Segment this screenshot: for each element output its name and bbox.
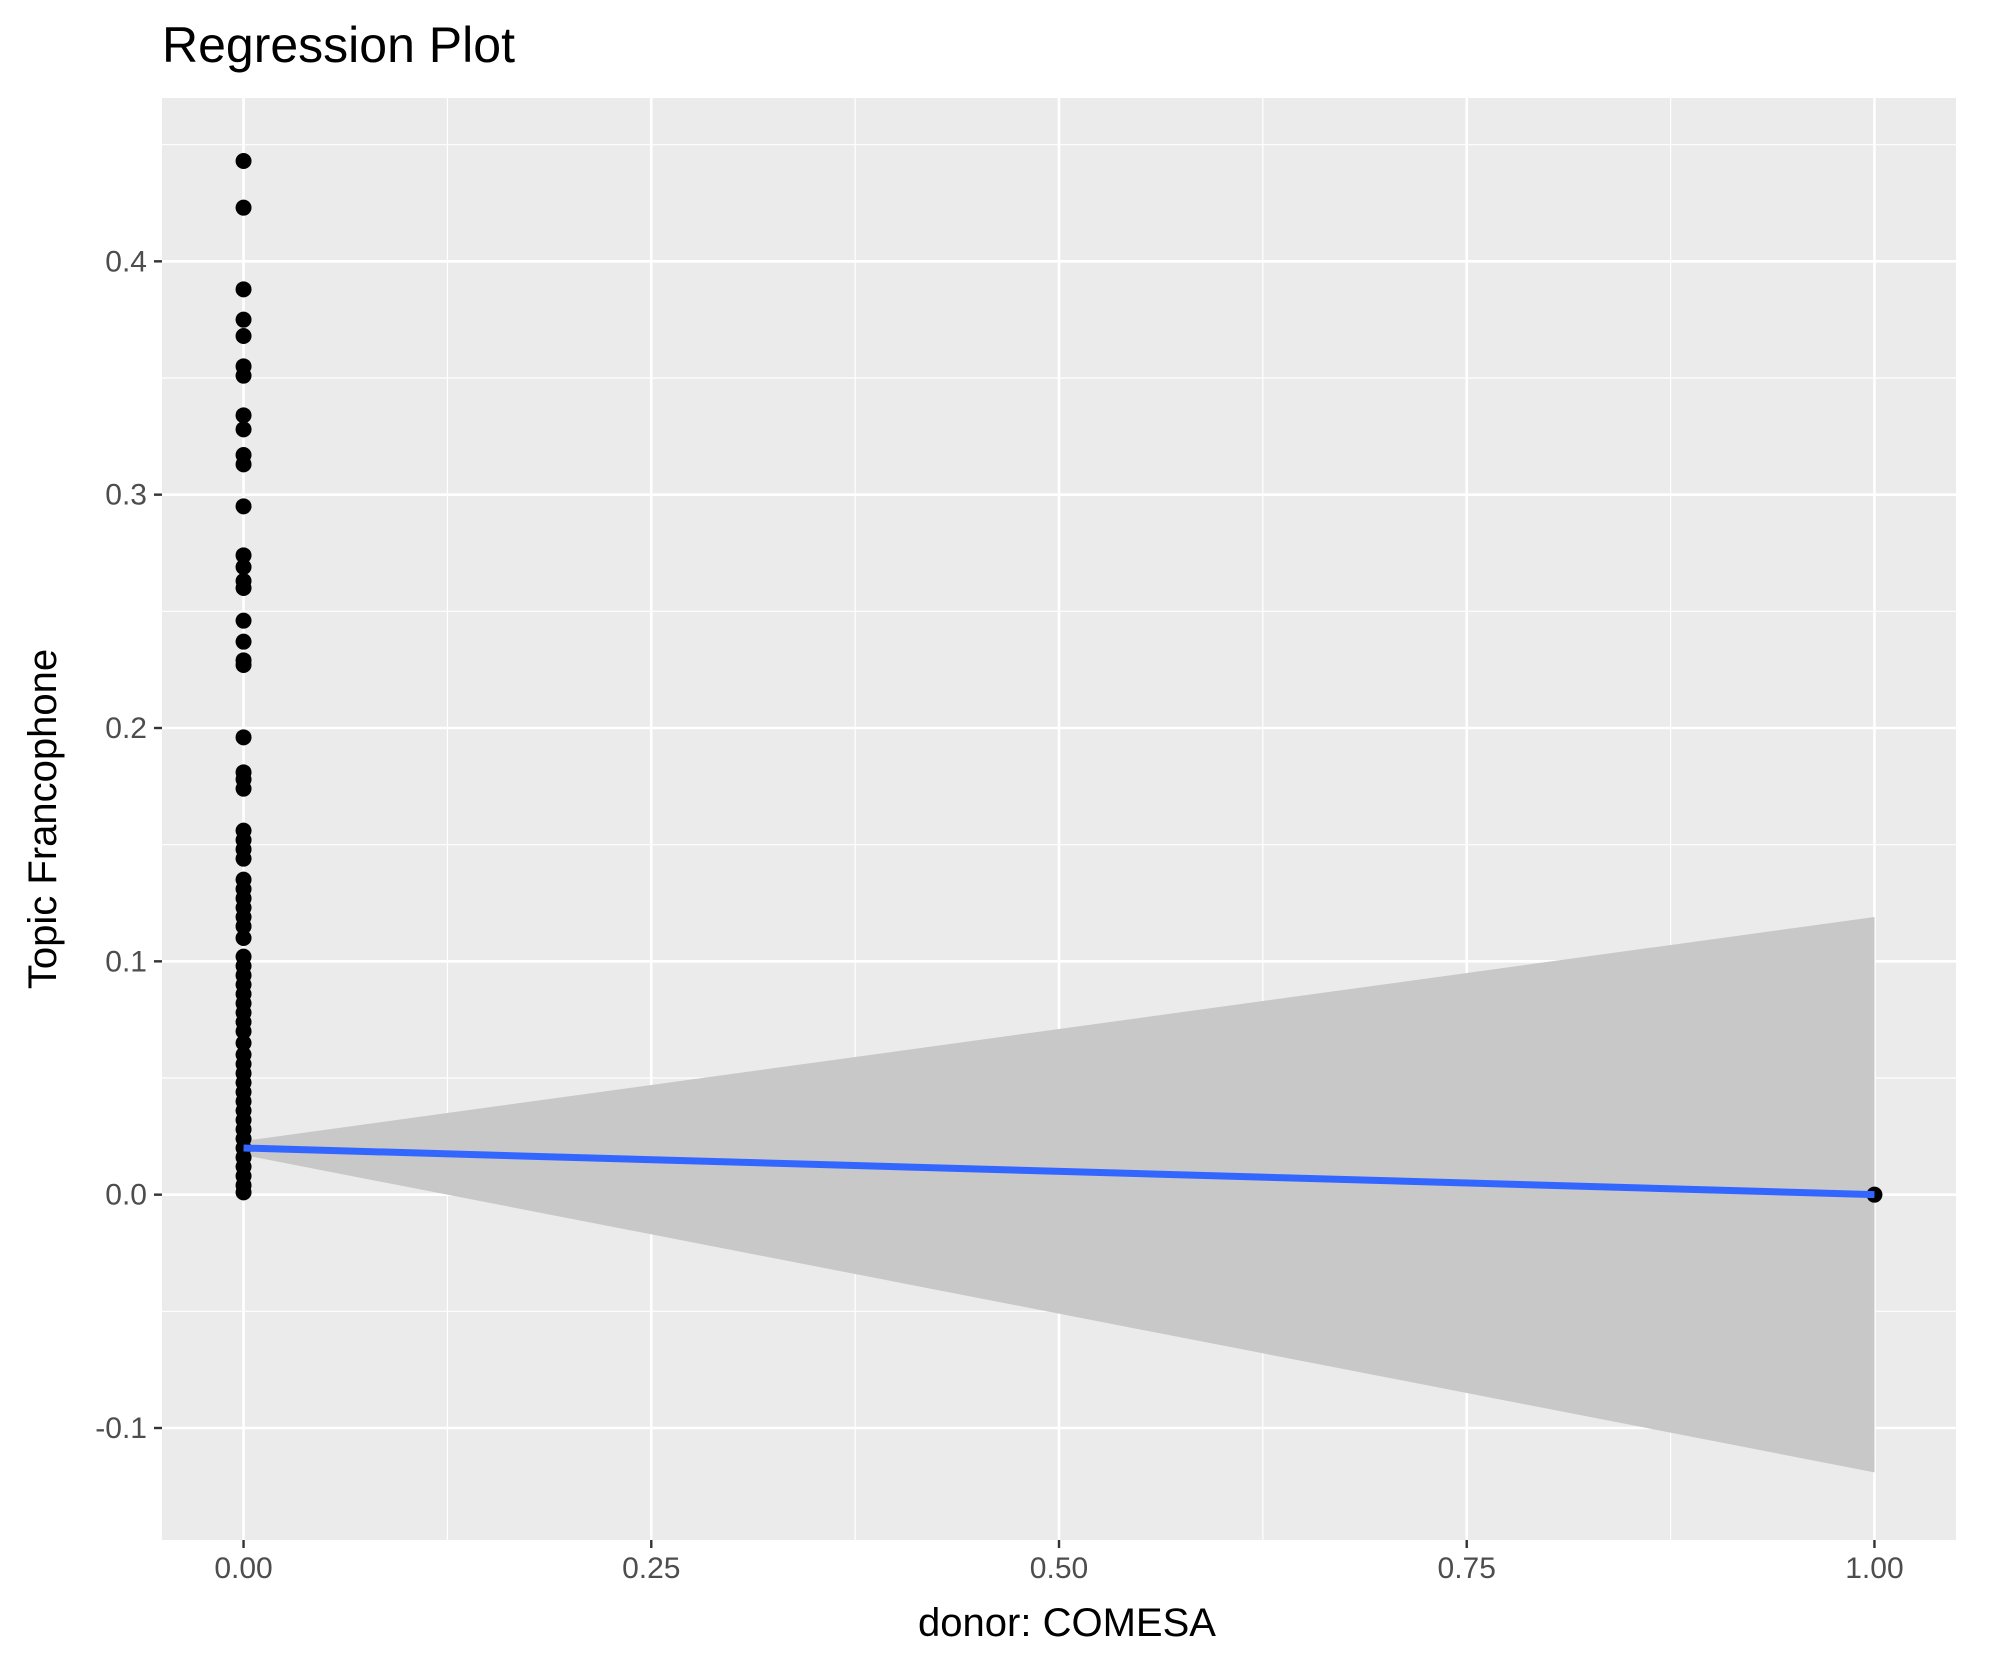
data-point	[235, 281, 252, 298]
x-tick-label: 1.00	[1845, 1552, 1903, 1585]
confidence-band	[243, 917, 1875, 1473]
data-point	[235, 547, 252, 564]
x-axis-label: donor: COMESA	[918, 1601, 1216, 1645]
data-point	[235, 850, 252, 867]
data-point	[235, 580, 252, 596]
regression-line	[243, 1144, 1875, 1199]
y-axis-label: Topic Francophone	[21, 649, 65, 989]
x-axis: 0.00 0.25 0.50 0.75 1.00	[214, 1540, 1904, 1585]
y-tick-label: 0.4	[105, 245, 147, 278]
data-point	[235, 311, 252, 328]
y-tick-label: 0.3	[105, 479, 147, 512]
x-tick-label: 0.50	[1030, 1552, 1088, 1585]
data-point	[235, 930, 252, 946]
x-tick-label: 0.00	[214, 1552, 272, 1585]
data-point	[235, 367, 252, 384]
x-tick-label: 0.75	[1438, 1552, 1496, 1585]
x-tick-label: 0.25	[622, 1552, 680, 1585]
data-point	[235, 1035, 252, 1051]
data-point	[235, 918, 252, 935]
y-tick-label: 0.2	[105, 712, 147, 745]
data-point	[235, 328, 252, 344]
data-point	[235, 456, 252, 473]
data-point	[235, 633, 252, 650]
data-point	[235, 421, 252, 438]
data-point	[235, 780, 252, 797]
y-tick-label: 0.0	[105, 1179, 147, 1212]
data-point	[235, 1023, 252, 1040]
data-point	[235, 559, 252, 575]
data-point	[235, 498, 252, 515]
data-points	[235, 153, 1883, 1203]
data-point	[235, 729, 252, 746]
data-point	[235, 657, 252, 673]
data-point	[235, 612, 252, 629]
y-axis: -0.1 0.0 0.1 0.2 0.3 0.4	[95, 245, 162, 1445]
chart-title: Regression Plot	[162, 17, 515, 73]
data-point	[235, 1184, 252, 1201]
y-tick-label: -0.1	[95, 1412, 147, 1445]
y-tick-label: 0.1	[105, 945, 147, 978]
data-point	[235, 407, 252, 424]
data-point	[235, 199, 252, 216]
data-point	[235, 153, 252, 169]
